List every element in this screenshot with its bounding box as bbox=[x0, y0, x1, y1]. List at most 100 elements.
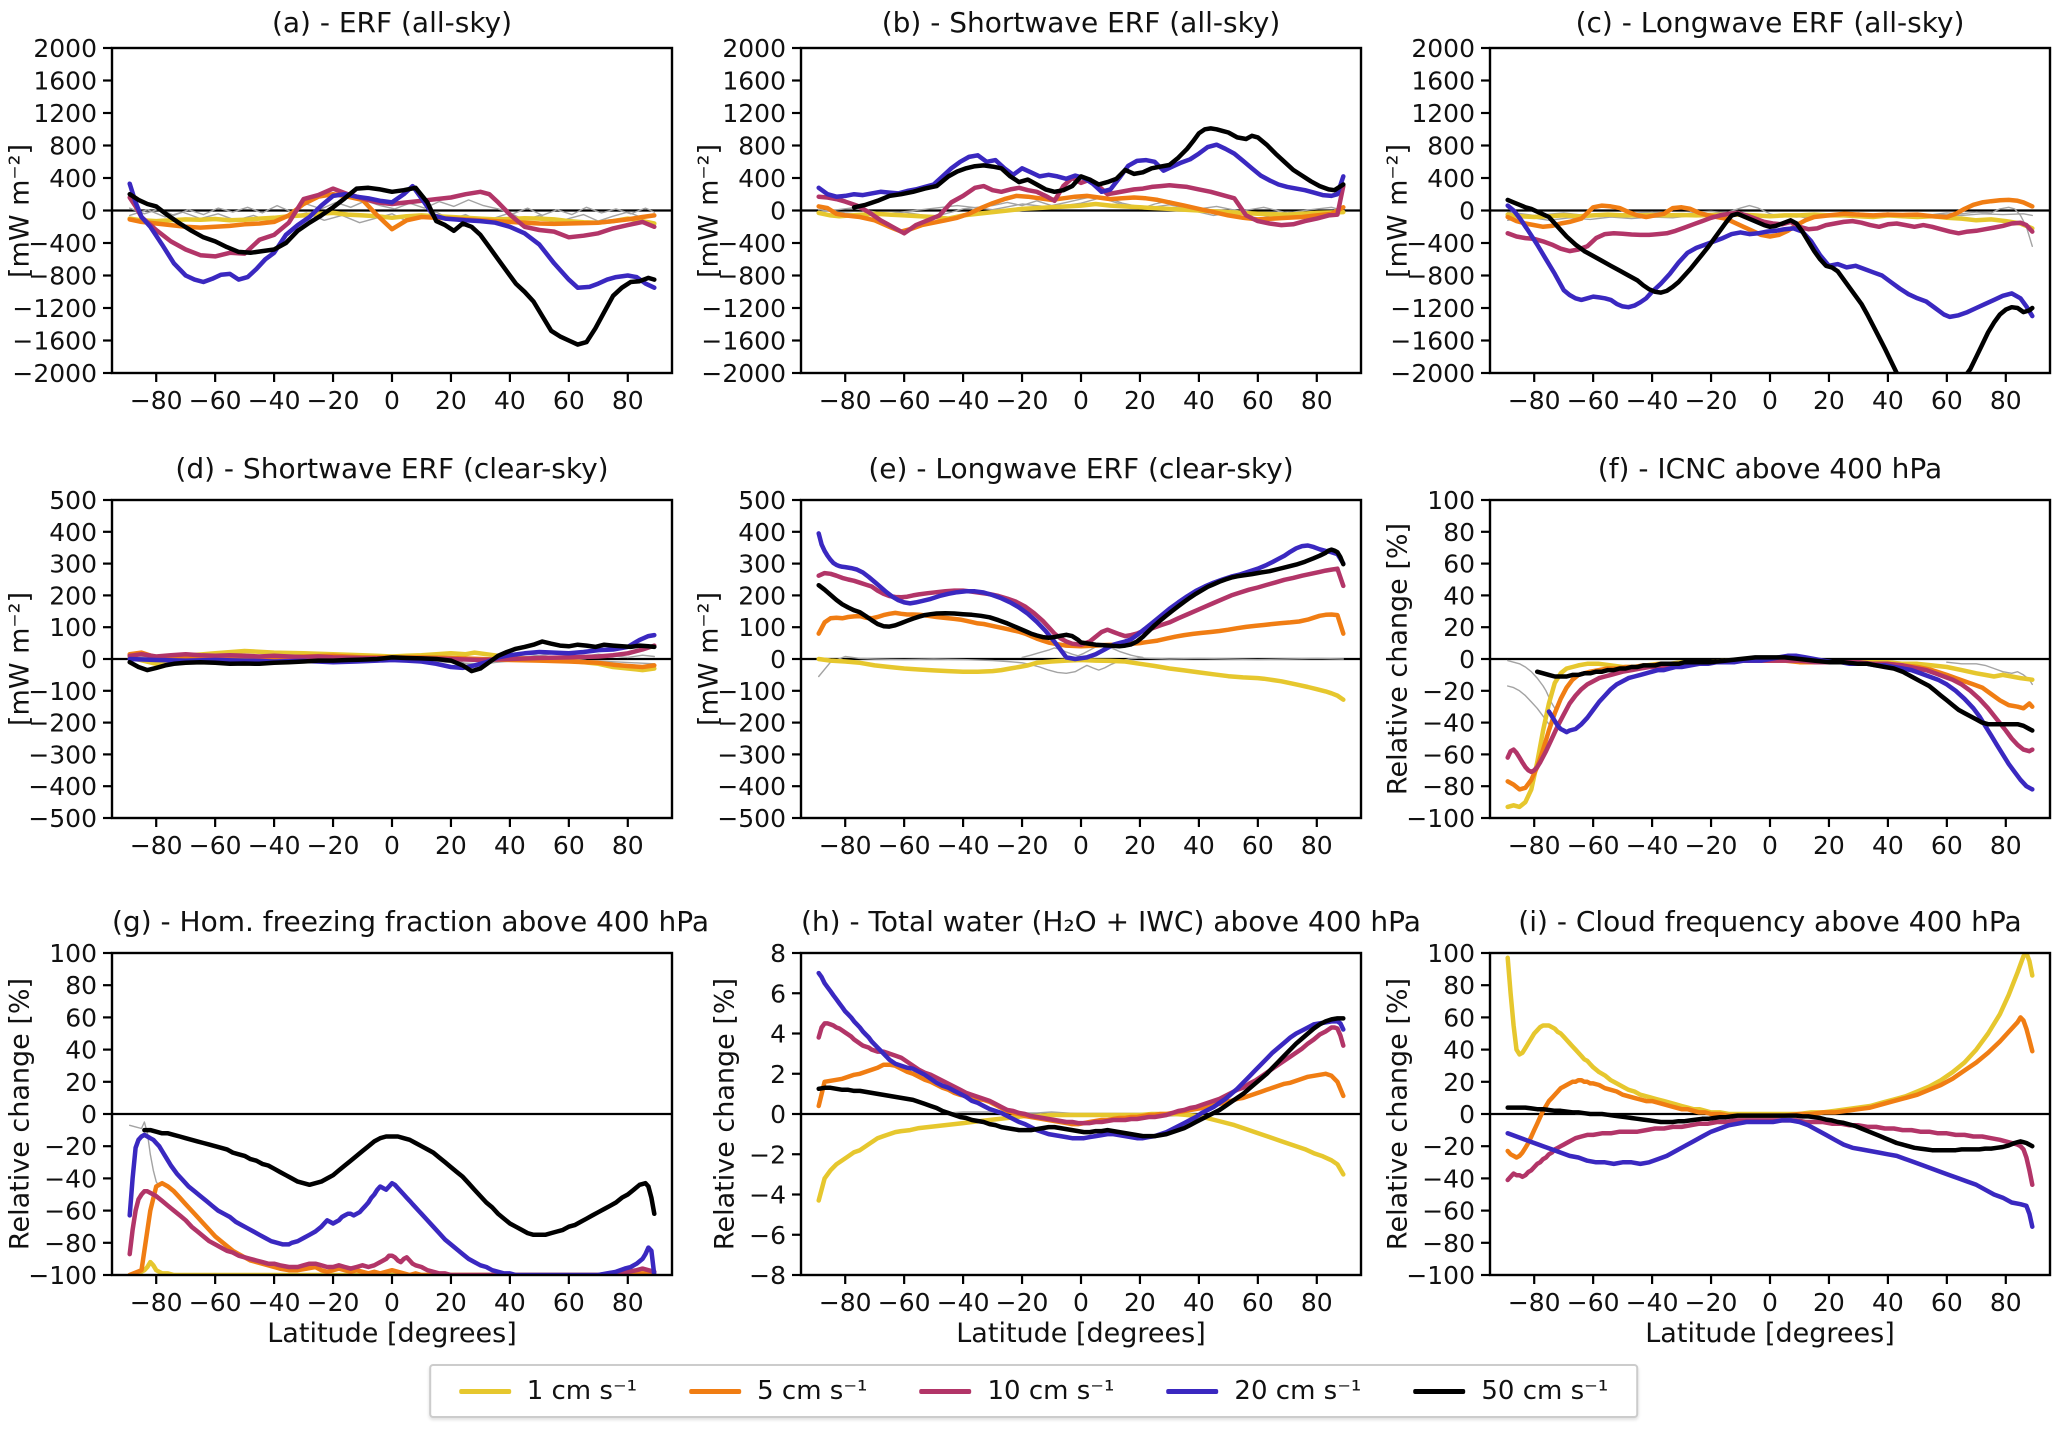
series-10-cm-s⁻¹ bbox=[127, 643, 657, 663]
y-tick-label: −4 bbox=[749, 1181, 786, 1210]
y-axis-label-h: Relative change [%] bbox=[709, 977, 741, 1251]
x-tick-label: −20 bbox=[307, 386, 360, 415]
x-tick-label: 60 bbox=[1242, 831, 1274, 860]
x-tick-label: 80 bbox=[1301, 1288, 1333, 1317]
series-50-cm-s⁻¹ bbox=[127, 639, 657, 674]
y-tick-label: −40 bbox=[44, 1164, 97, 1193]
y-tick-label: −80 bbox=[1422, 772, 1475, 801]
series-20-cm-s⁻¹ bbox=[127, 1132, 657, 1275]
y-tick-label: 1600 bbox=[1411, 67, 1475, 96]
series-1-cm-s⁻¹ bbox=[816, 656, 1346, 702]
y-tick-label: −80 bbox=[44, 1229, 97, 1258]
x-tick-label: 20 bbox=[1124, 386, 1156, 415]
y-tick-label: 800 bbox=[1427, 132, 1475, 161]
series-5-cm-s⁻¹ bbox=[127, 1180, 657, 1275]
x-tick-label: 60 bbox=[553, 1288, 585, 1317]
x-tick-label: 20 bbox=[1813, 386, 1845, 415]
y-tick-label: −40 bbox=[1422, 1164, 1475, 1193]
x-tick-label: 40 bbox=[1183, 1288, 1215, 1317]
x-tick-label: 80 bbox=[1301, 386, 1333, 415]
y-tick-label: 0 bbox=[81, 1100, 97, 1129]
y-tick-label: −40 bbox=[1422, 709, 1475, 738]
panel-title-i: (i) - Cloud frequency above 400 hPa bbox=[1518, 905, 2022, 938]
y-tick-label: 500 bbox=[738, 486, 786, 515]
y-tick-label: 500 bbox=[49, 486, 97, 515]
panel-e: −80 −60 −40 −20 0 20 40 60 80−500−400−300−200−10… bbox=[717, 486, 1363, 860]
legend-label-1cm: 1 cm s⁻¹ bbox=[526, 1376, 638, 1406]
series-20-cm-s⁻¹ bbox=[127, 181, 657, 290]
y-tick-label: −2000 bbox=[1390, 359, 1475, 388]
y-tick-label: −60 bbox=[44, 1197, 97, 1226]
panel-title-f: (f) - ICNC above 400 hPa bbox=[1597, 452, 1943, 485]
y-tick-label: 20 bbox=[65, 1068, 97, 1097]
y-tick-label: 300 bbox=[738, 550, 786, 579]
series-5-cm-s⁻¹ bbox=[1505, 1015, 2035, 1160]
y-tick-label: −200 bbox=[717, 709, 786, 738]
y-tick-label: 20 bbox=[1443, 1068, 1475, 1097]
series-1-cm-s⁻¹ bbox=[127, 210, 657, 226]
y-tick-label: 400 bbox=[1427, 164, 1475, 193]
x-tick-label: −80 bbox=[819, 386, 872, 415]
y-tick-label: 400 bbox=[49, 164, 97, 193]
legend-item-10cm: 10 cm s⁻¹ bbox=[919, 1376, 1114, 1406]
series-5-cm-s⁻¹ bbox=[816, 610, 1346, 649]
panel-title-a: (a) - ERF (all-sky) bbox=[271, 6, 513, 39]
x-tick-label: 20 bbox=[435, 831, 467, 860]
series-10-cm-s⁻¹ bbox=[816, 175, 1346, 236]
y-tick-label: −100 bbox=[28, 677, 97, 706]
legend-swatch-50cm-icon bbox=[1413, 1388, 1466, 1394]
x-tick-label: −80 bbox=[819, 1288, 872, 1317]
x-tick-label: 60 bbox=[1242, 1288, 1274, 1317]
y-tick-label: −2000 bbox=[701, 359, 786, 388]
y-tick-label: 800 bbox=[738, 132, 786, 161]
x-tick-label: 20 bbox=[1813, 831, 1845, 860]
x-tick-label: 80 bbox=[612, 831, 644, 860]
series-50-cm-s⁻¹ bbox=[1534, 655, 2035, 733]
x-tick-label: 20 bbox=[435, 1288, 467, 1317]
y-tick-label: −300 bbox=[28, 740, 97, 769]
x-axis-label-h: Latitude [degrees] bbox=[956, 1318, 1206, 1349]
legend-label-10cm: 10 cm s⁻¹ bbox=[987, 1376, 1115, 1406]
series-10-cm-s⁻¹ bbox=[1505, 1118, 2035, 1188]
y-tick-label: −8 bbox=[749, 1261, 786, 1290]
series-50-cm-s⁻¹ bbox=[1505, 197, 2035, 373]
y-tick-label: 0 bbox=[770, 1100, 786, 1129]
x-tick-label: 60 bbox=[1931, 386, 1963, 415]
series-1-cm-s⁻¹ bbox=[127, 1259, 657, 1275]
series-1-cm-s⁻¹ bbox=[1505, 953, 2035, 1117]
panel-title-h: (h) - Total water (H₂O + IWC) above 400 … bbox=[801, 905, 1421, 938]
x-tick-label: −60 bbox=[1567, 831, 1620, 860]
y-tick-label: 60 bbox=[65, 1003, 97, 1032]
y-tick-label: 100 bbox=[49, 613, 97, 642]
x-tick-label: −80 bbox=[1508, 831, 1561, 860]
y-tick-label: −1200 bbox=[701, 294, 786, 323]
x-tick-label: 0 bbox=[1073, 831, 1089, 860]
y-tick-label: −1200 bbox=[1390, 294, 1475, 323]
series-10-cm-s⁻¹ bbox=[127, 1189, 657, 1275]
panel-g: −80 −60 −40 −20 0 20 40 60 80−100−80−60−40−20020… bbox=[28, 939, 674, 1317]
legend-item-5cm: 5 cm s⁻¹ bbox=[689, 1376, 867, 1406]
x-tick-label: 80 bbox=[1990, 831, 2022, 860]
x-tick-label: 60 bbox=[553, 386, 585, 415]
y-tick-label: 2000 bbox=[1411, 34, 1475, 63]
legend-swatch-20cm-icon bbox=[1166, 1388, 1219, 1394]
y-axis-label-e: [mW m⁻²] bbox=[693, 591, 725, 727]
y-tick-label: −100 bbox=[717, 677, 786, 706]
y-axis-label-i: Relative change [%] bbox=[1382, 977, 1414, 1251]
series-1-cm-s⁻¹ bbox=[816, 1111, 1346, 1203]
series-10-cm-s⁻¹ bbox=[1505, 210, 2035, 254]
x-tick-label: −80 bbox=[1508, 1288, 1561, 1317]
legend-swatch-5cm-icon bbox=[689, 1388, 742, 1394]
panel-title-b: (b) - Shortwave ERF (all-sky) bbox=[881, 6, 1281, 39]
y-axis-label-d: [mW m⁻²] bbox=[4, 591, 36, 727]
series-20-cm-s⁻¹ bbox=[1505, 1118, 2035, 1229]
x-tick-label: −60 bbox=[878, 1288, 931, 1317]
y-axis-label-b: [mW m⁻²] bbox=[693, 143, 725, 278]
y-tick-label: 80 bbox=[1443, 971, 1475, 1000]
x-tick-label: −40 bbox=[248, 1288, 301, 1317]
y-tick-label: −400 bbox=[717, 229, 786, 258]
series-unlabeled-gray bbox=[1506, 685, 1550, 725]
y-tick-label: 400 bbox=[738, 164, 786, 193]
panel-i: −80 −60 −40 −20 0 20 40 60 80−100−80−60−40−20020… bbox=[1406, 939, 2052, 1317]
